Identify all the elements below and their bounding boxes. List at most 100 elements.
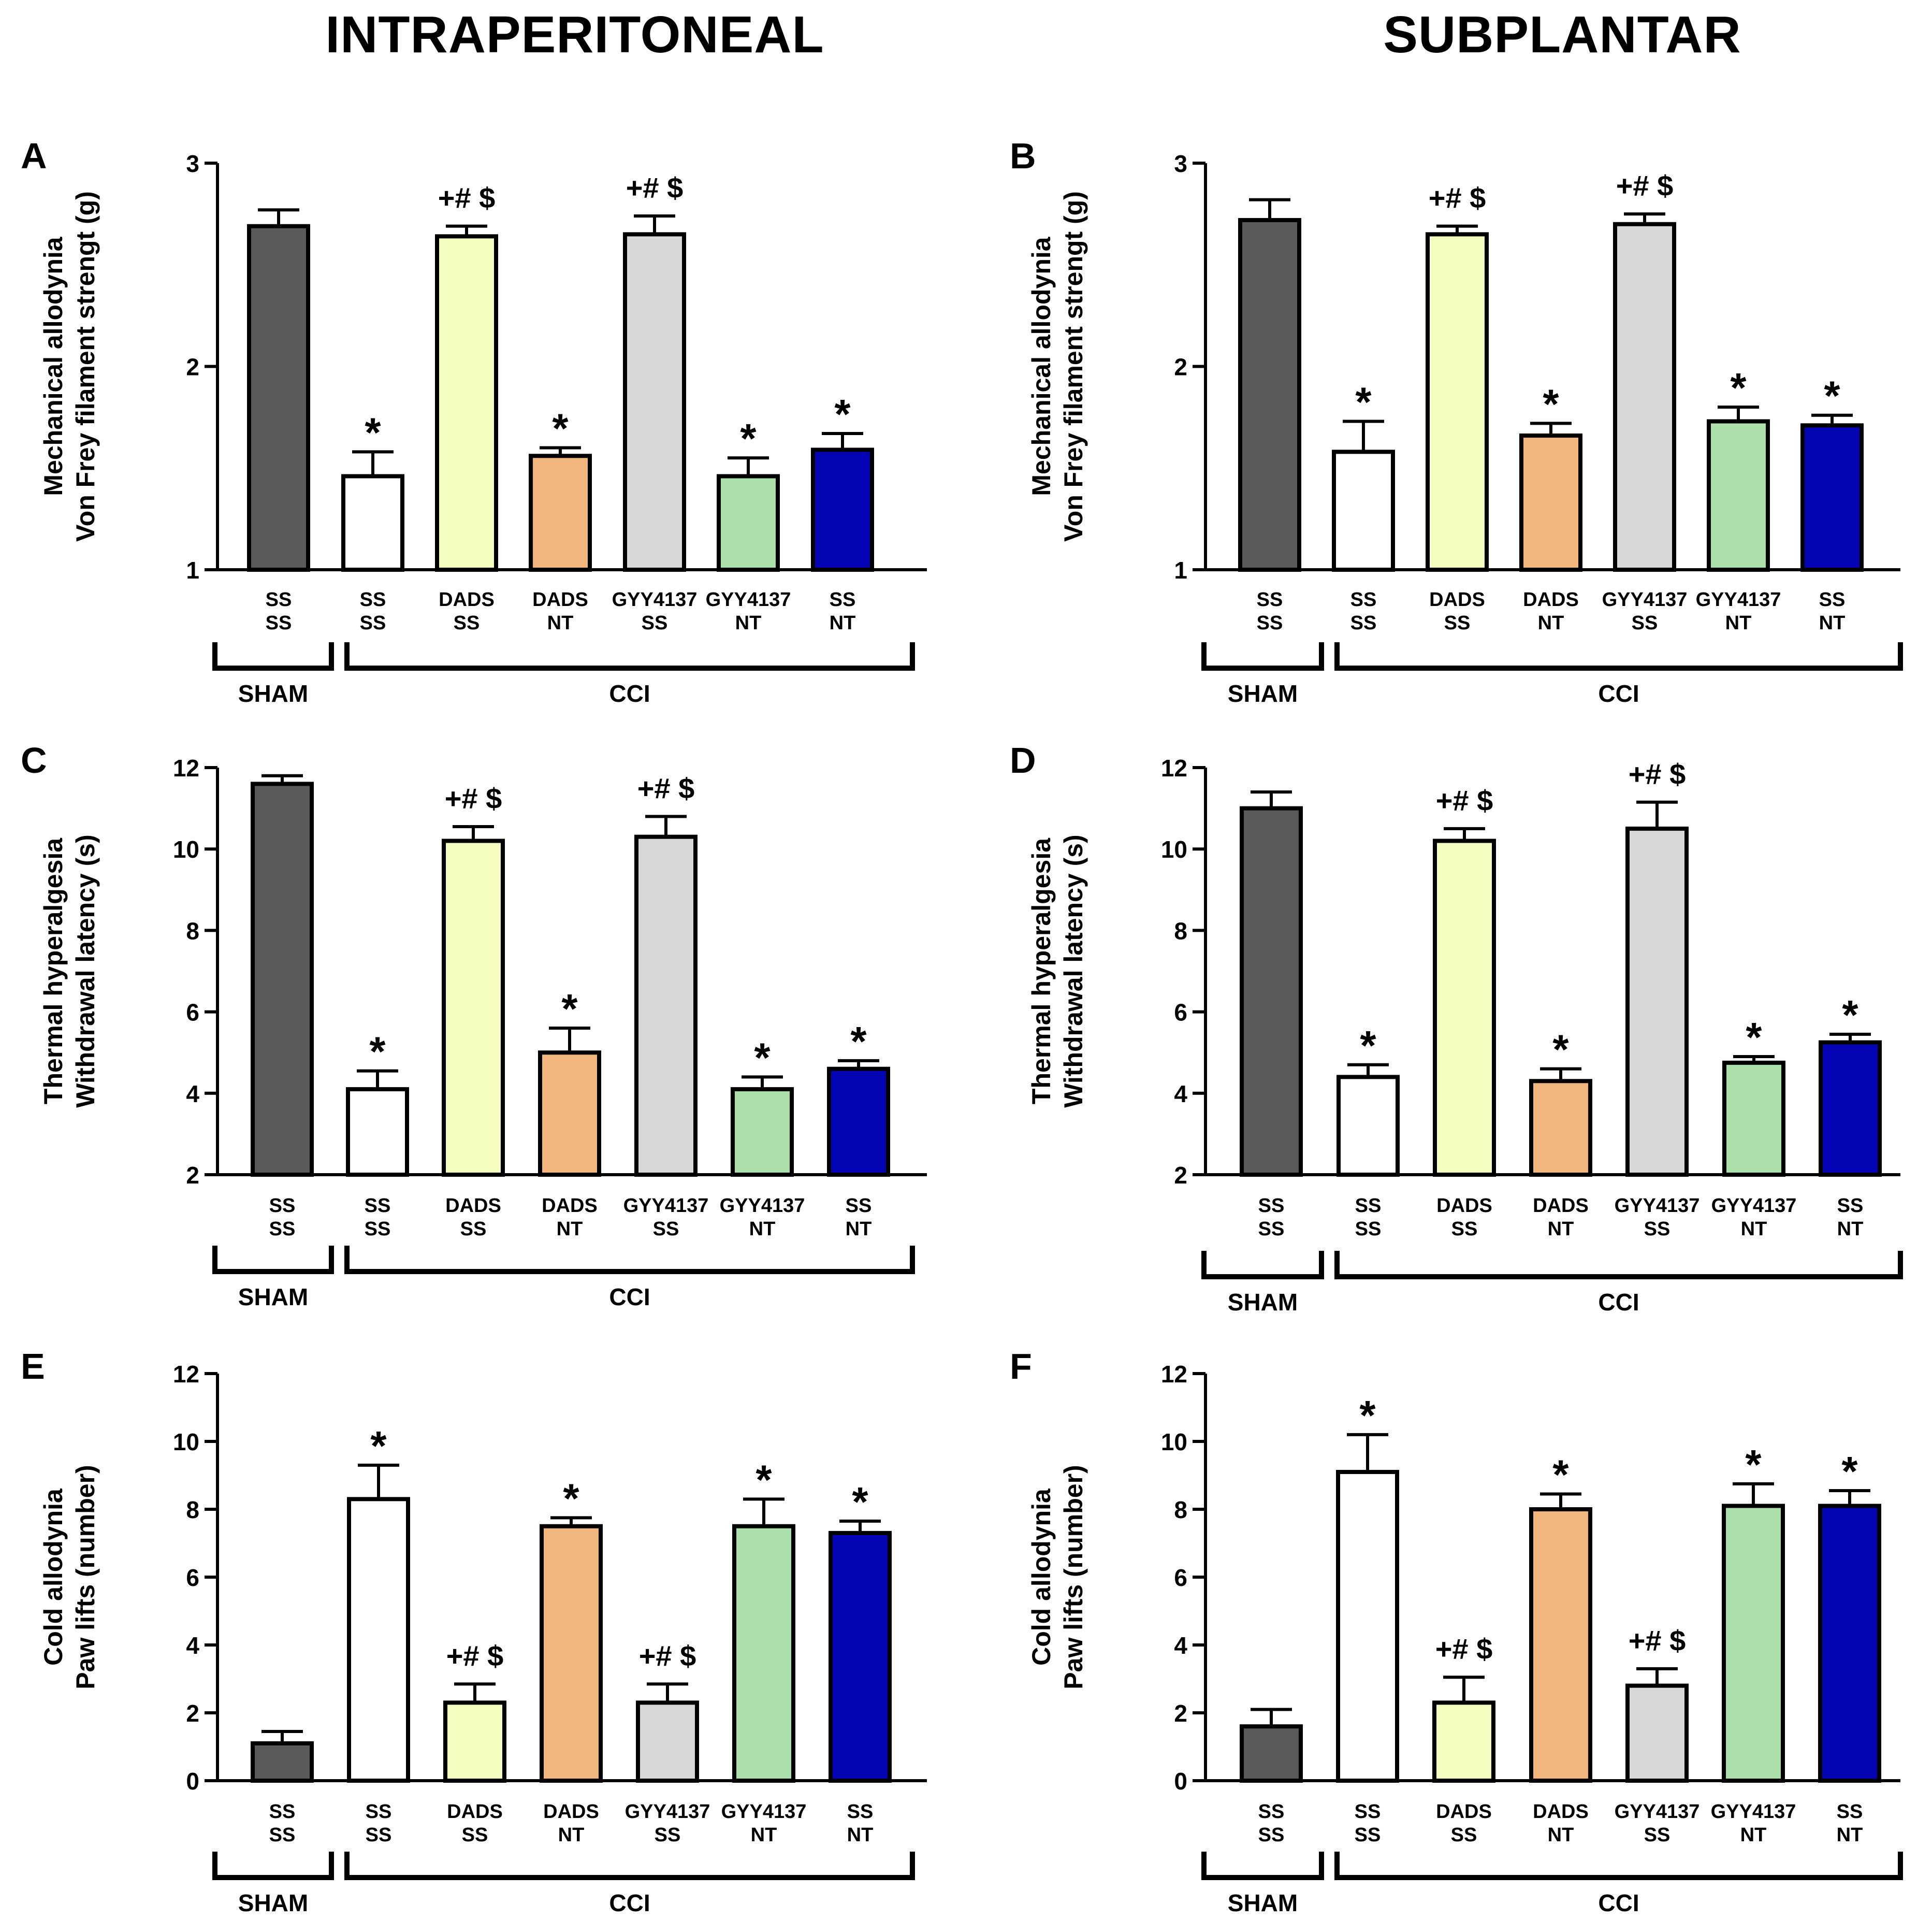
panel-f-bar [1818, 1504, 1881, 1783]
panel-b-category-label: GYY4137 [1696, 589, 1781, 611]
panel-d-category-label: NT [1837, 1218, 1864, 1240]
panel-b-significance-symbols: +# $ [1429, 182, 1486, 214]
panel-f-category-label: SS [1258, 1801, 1285, 1823]
panel-d-category-label: SS [1258, 1195, 1285, 1217]
panel-f-bar [1722, 1504, 1785, 1783]
panel-f-sham-bracket [1201, 1852, 1324, 1880]
panel-d-category-label: GYY4137 [1711, 1195, 1797, 1217]
panel-d-ytick-label: 4 [1174, 1080, 1187, 1107]
panel-f-category-label: NT [1837, 1824, 1863, 1846]
panel-b-letter: B [1010, 136, 1036, 176]
panel-b-ytick-label: 2 [1174, 354, 1187, 381]
panel-d-significance-star: * [1842, 992, 1858, 1038]
panel-e-category-label: DADS [447, 1801, 503, 1823]
panel-f-ytick-label: 2 [1174, 1700, 1187, 1727]
panel-d-category-label: NT [1741, 1218, 1767, 1240]
panel-c-bar [442, 839, 505, 1177]
panel-d-ylabel-2: Withdrawal latency (s) [1059, 834, 1088, 1107]
panel-b-bar [1426, 232, 1489, 572]
panel-c-bar [251, 782, 314, 1177]
panel-e-cci-label: CCI [609, 1889, 650, 1916]
panel-c-category-label: GYY4137 [623, 1195, 709, 1217]
panel-b-bar [1800, 423, 1864, 572]
panel-b-category-label: GYY4137 [1602, 589, 1688, 611]
panel-c-ytick-label: 2 [186, 1162, 199, 1189]
panel-f-category-label: NT [1740, 1824, 1767, 1846]
panel-c-bar [538, 1050, 601, 1177]
panel-f-bar [1240, 1724, 1303, 1783]
panel-b-cci-bracket [1334, 642, 1903, 671]
panel-e-significance-star: * [756, 1456, 772, 1503]
panel-a-cci-bracket [344, 642, 915, 671]
panel-a-category-label: GYY4137 [706, 589, 791, 611]
panel-b-category-label: NT [1725, 612, 1752, 634]
panel-a-category-label: SS [266, 589, 292, 611]
panel-e-cci-bracket [344, 1852, 915, 1880]
panel-b-cci-label: CCI [1598, 680, 1639, 707]
panel-e-bar [347, 1497, 410, 1783]
panel-d-bar [1819, 1040, 1882, 1177]
panel-e-sham-label: SHAM [238, 1889, 308, 1916]
panel-d-category-label: SS [1258, 1218, 1285, 1240]
panel-e-letter: E [21, 1346, 45, 1387]
panel-c-significance-star: * [754, 1034, 771, 1080]
panel-e-ytick-label: 2 [186, 1700, 199, 1727]
panel-f-significance-star: * [1745, 1441, 1762, 1488]
panel-a-bar [341, 474, 404, 572]
panel-b-ytick-label: 1 [1174, 557, 1187, 584]
panel-e-ytick-label: 12 [173, 1361, 199, 1388]
panel-f-ytick-label: 8 [1174, 1496, 1187, 1523]
panel-b-category-label: SS [1257, 612, 1283, 634]
panel-e-category-label: SS [366, 1801, 392, 1823]
panel-c-bar [731, 1087, 794, 1177]
panel-c-category-label: GYY4137 [720, 1195, 805, 1217]
panel-d-ytick-label: 6 [1174, 999, 1187, 1026]
panel-f-significance-star: * [1841, 1448, 1858, 1494]
panel-a-category-label: SS [266, 612, 292, 634]
panel-e-category-label: NT [751, 1824, 777, 1846]
panel-c-category-label: DADS [445, 1195, 501, 1217]
panel-a-sham-bracket [212, 642, 334, 671]
panel-c-significance-symbols: +# $ [445, 782, 502, 815]
panel-d-ytick-label: 12 [1161, 755, 1187, 782]
panel-b-bar [1613, 222, 1676, 572]
panel-e-category-label: SS [462, 1824, 488, 1846]
panel-c-ytick-label: 8 [186, 917, 199, 944]
panel-d-ylabel-1: Thermal hyperalgesia [1027, 838, 1056, 1104]
panel-e-ytick-label: 4 [186, 1632, 199, 1659]
panel-c-category-label: NT [557, 1218, 583, 1240]
panel-f-significance-star: * [1552, 1452, 1569, 1498]
panel-a-bar [435, 234, 498, 572]
panel-a-category-label: NT [547, 612, 574, 634]
panel-e-bar [829, 1531, 892, 1783]
panel-a-bar [529, 454, 592, 572]
panel-a-category-label: SS [454, 612, 480, 634]
panel-d-category-label: SS [1355, 1195, 1382, 1217]
panel-f-bar [1529, 1507, 1592, 1783]
panel-e-category-label: SS [655, 1824, 681, 1846]
panel-a-bar [623, 232, 686, 572]
panel-e-category-label: NT [558, 1824, 585, 1846]
panel-b-significance-star: * [1824, 373, 1840, 419]
panel-f-category-label: DADS [1533, 1801, 1589, 1823]
panel-e-significance-star: * [852, 1479, 868, 1525]
panel-b-significance-star: * [1730, 365, 1747, 411]
panel-b-category-label: SS [1257, 589, 1283, 611]
panel-c-bar [827, 1066, 890, 1177]
panel-e-category-label: SS [269, 1801, 296, 1823]
panel-e-bar [540, 1524, 603, 1783]
panel-d-category-label: NT [1548, 1218, 1574, 1240]
panel-c-category-label: SS [846, 1195, 872, 1217]
panel-c-ytick-label: 4 [186, 1080, 199, 1107]
panel-f-category-label: SS [1258, 1824, 1285, 1846]
panel-a-significance-symbols: +# $ [626, 171, 684, 204]
panel-f-category-label: SS [1837, 1801, 1863, 1823]
panel-d-bar [1625, 826, 1689, 1177]
panel-b-bar [1519, 433, 1582, 572]
panel-f-ytick-label: 4 [1174, 1632, 1187, 1659]
panel-d-ytick-label: 10 [1161, 836, 1187, 863]
panel-d-significance-symbols: +# $ [1436, 784, 1493, 817]
panel-f-cci-bracket [1334, 1852, 1903, 1880]
panel-c-ylabel-1: Thermal hyperalgesia [39, 838, 68, 1104]
panel-c-category-label: NT [749, 1218, 776, 1240]
